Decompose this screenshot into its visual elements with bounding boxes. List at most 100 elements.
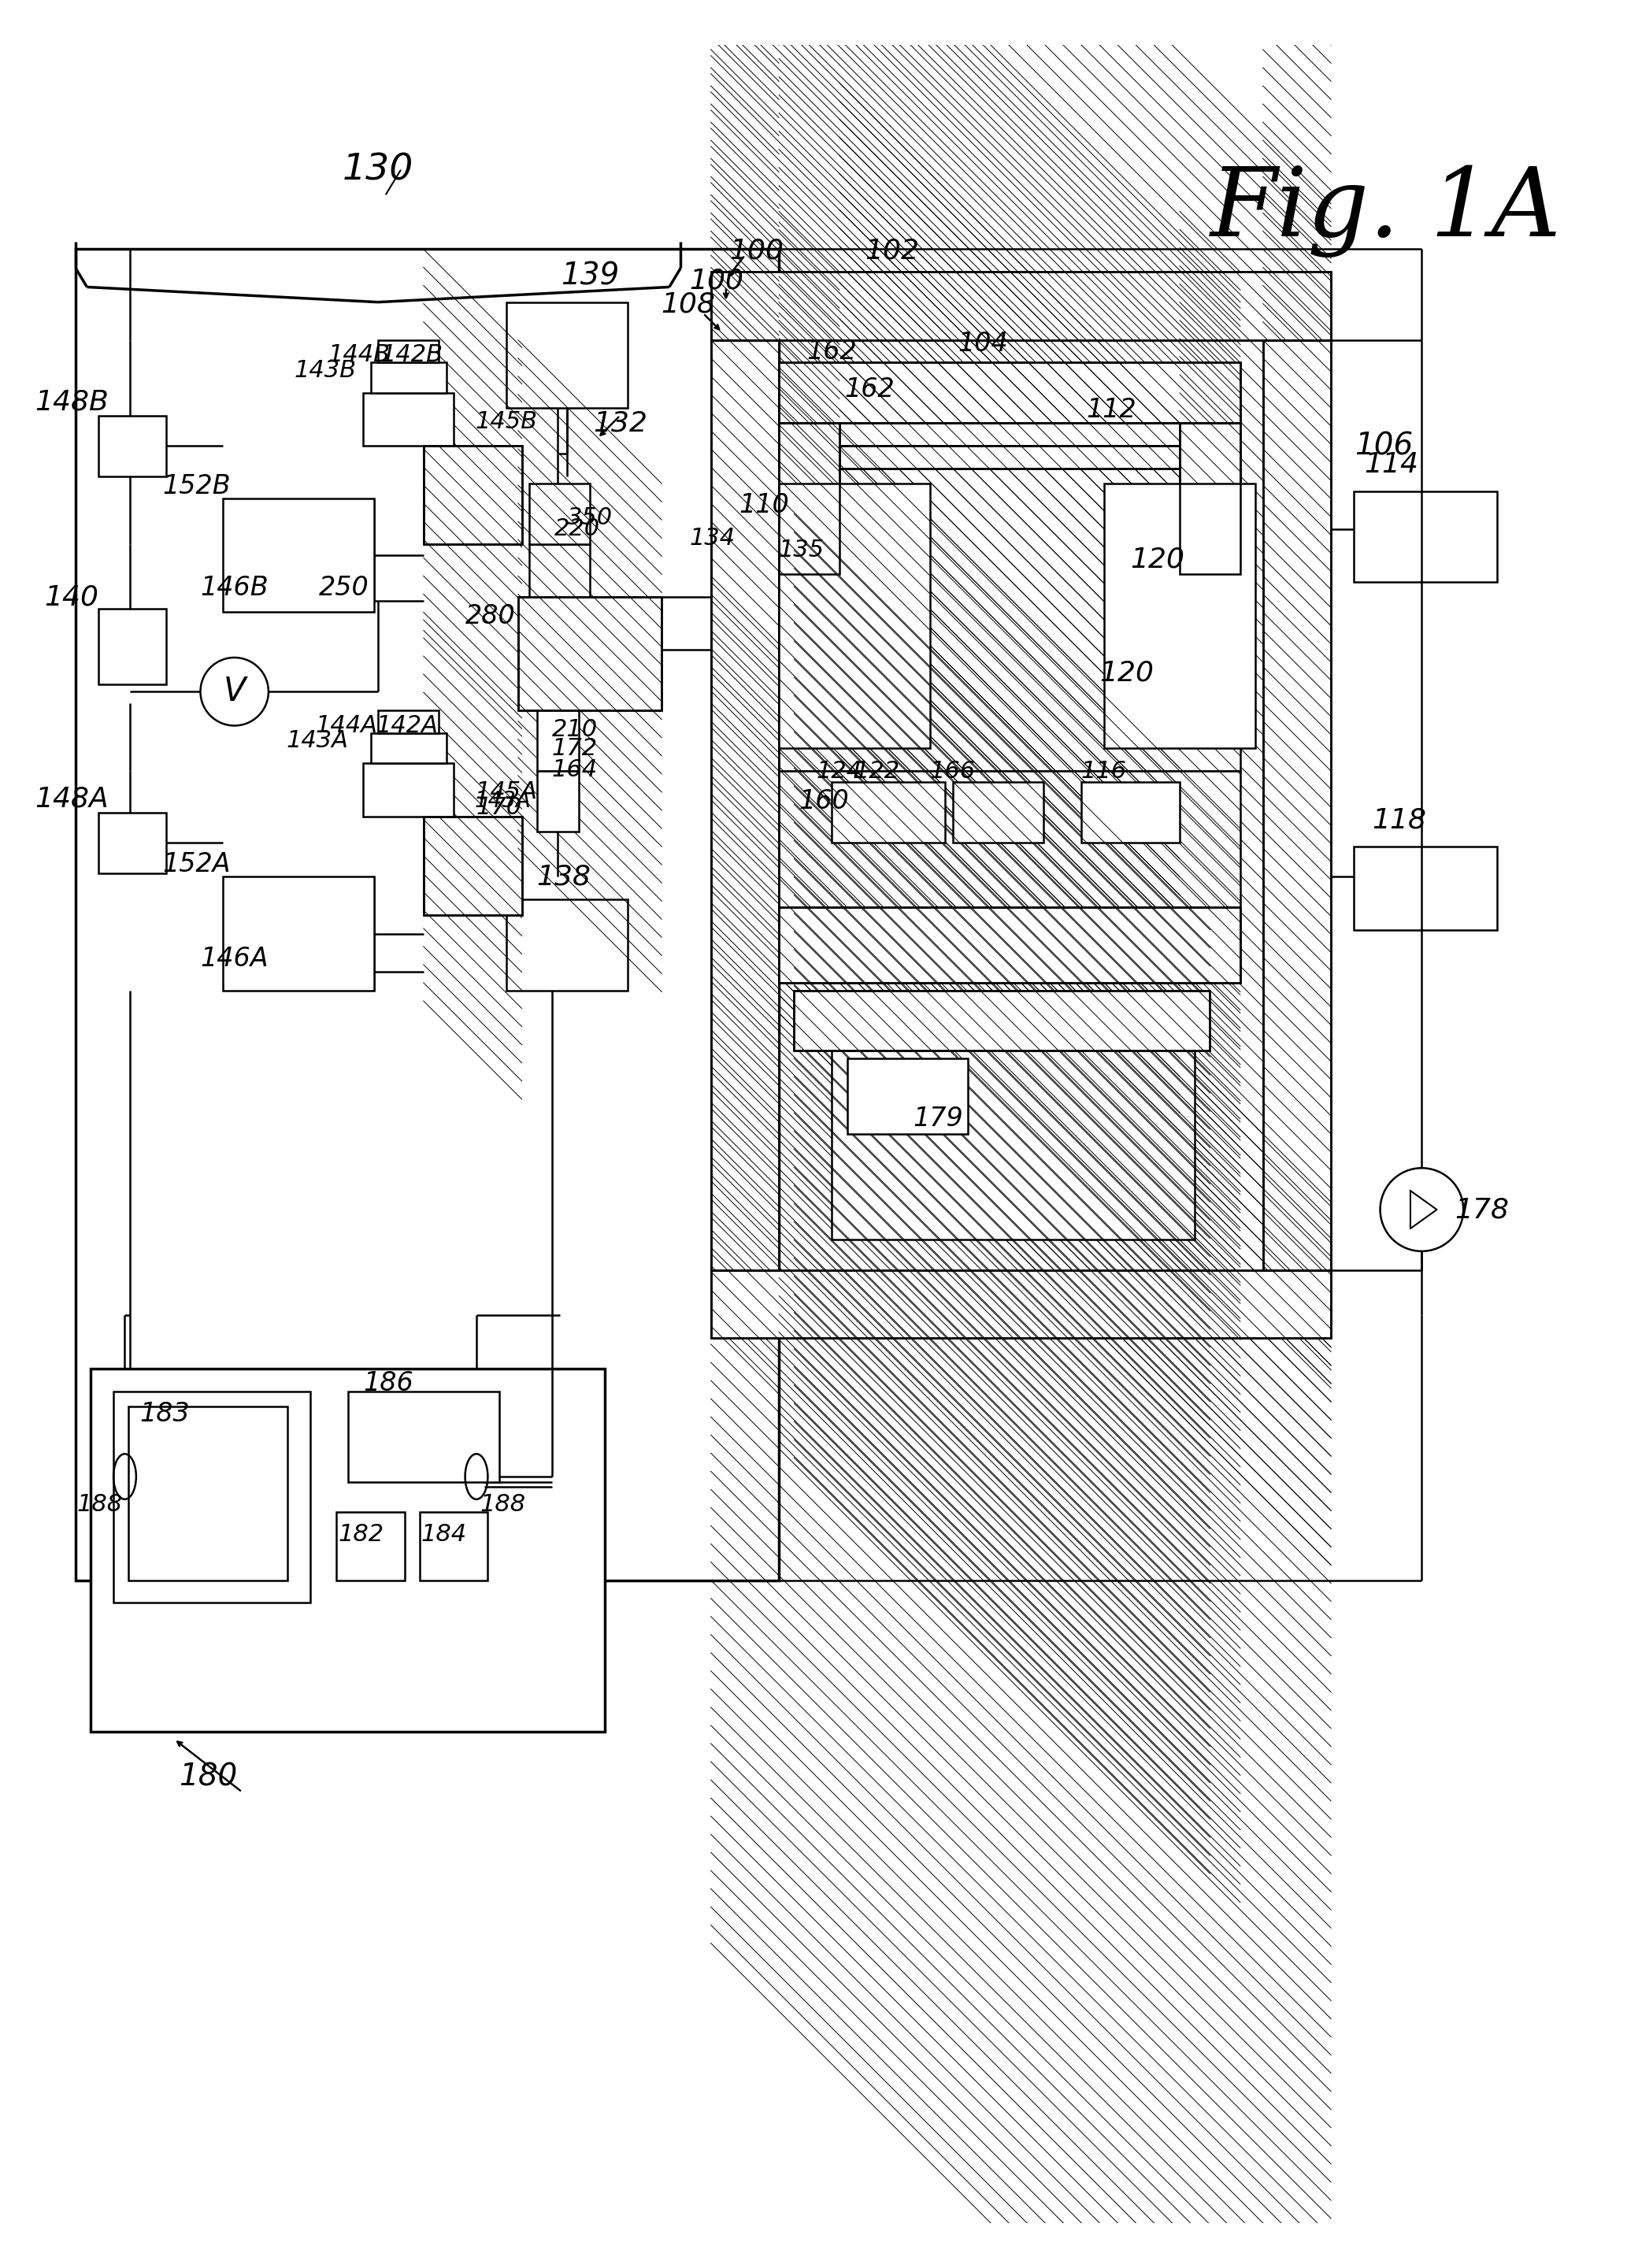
- Text: 100: 100: [729, 238, 784, 263]
- Text: 144A: 144A: [316, 714, 377, 737]
- Bar: [779, 907, 1240, 982]
- Bar: [537, 710, 579, 771]
- Bar: [711, 340, 779, 1270]
- Text: 210: 210: [552, 719, 597, 742]
- Bar: [363, 764, 454, 816]
- Text: 108: 108: [661, 290, 716, 318]
- Text: 183: 183: [140, 1402, 190, 1427]
- Text: 142A: 142A: [376, 714, 438, 737]
- Text: 104: 104: [958, 331, 1009, 356]
- Text: 122: 122: [854, 760, 900, 782]
- Bar: [75, 249, 779, 1581]
- Text: 188: 188: [76, 1492, 122, 1515]
- Text: 182: 182: [338, 1524, 384, 1547]
- Text: 134: 134: [690, 526, 735, 549]
- Bar: [223, 878, 374, 991]
- Text: 164: 164: [552, 758, 597, 780]
- Text: 138: 138: [537, 864, 591, 891]
- Bar: [711, 272, 1331, 340]
- Bar: [506, 900, 628, 991]
- Bar: [840, 424, 1180, 447]
- Bar: [517, 596, 662, 710]
- Text: 102: 102: [866, 238, 919, 263]
- Bar: [371, 363, 446, 392]
- Text: 220: 220: [555, 517, 600, 540]
- Bar: [377, 340, 439, 363]
- Bar: [794, 991, 1210, 1050]
- Bar: [711, 340, 779, 1270]
- Bar: [1354, 846, 1497, 930]
- Bar: [1354, 492, 1497, 583]
- Bar: [114, 1390, 311, 1603]
- Bar: [840, 447, 1180, 469]
- Bar: [779, 907, 1240, 982]
- Bar: [423, 816, 522, 914]
- Text: 280: 280: [465, 603, 516, 628]
- Bar: [848, 1059, 968, 1134]
- Bar: [779, 363, 1240, 424]
- Bar: [794, 991, 1210, 1050]
- Bar: [98, 415, 166, 476]
- Text: 100: 100: [688, 268, 744, 295]
- Bar: [517, 596, 662, 710]
- Text: 142B: 142B: [381, 345, 443, 367]
- Bar: [129, 1406, 288, 1581]
- Text: 172: 172: [552, 737, 597, 760]
- Bar: [423, 447, 522, 544]
- Text: 170: 170: [477, 796, 522, 819]
- Text: 178: 178: [1455, 1195, 1510, 1222]
- Text: 124: 124: [817, 760, 862, 782]
- Text: 140: 140: [44, 583, 99, 610]
- Bar: [537, 771, 579, 832]
- Text: 118: 118: [1372, 807, 1427, 835]
- Bar: [779, 363, 1240, 424]
- Text: 143A: 143A: [286, 730, 348, 753]
- Text: 120: 120: [1129, 547, 1184, 572]
- Bar: [423, 816, 522, 914]
- Bar: [98, 608, 166, 685]
- Text: 114: 114: [1365, 451, 1419, 479]
- Text: 162: 162: [844, 376, 895, 401]
- Bar: [420, 1513, 488, 1581]
- Bar: [91, 1368, 605, 1730]
- Text: 166: 166: [931, 760, 976, 782]
- Bar: [779, 771, 1240, 907]
- Text: 120: 120: [1100, 660, 1154, 687]
- Text: 350: 350: [566, 506, 613, 528]
- Circle shape: [1380, 1168, 1463, 1252]
- Bar: [529, 483, 591, 544]
- Bar: [1180, 424, 1240, 574]
- Bar: [840, 447, 1180, 469]
- Bar: [711, 272, 1331, 340]
- Bar: [831, 1050, 1194, 1241]
- Text: 130: 130: [343, 152, 413, 188]
- Bar: [506, 302, 628, 408]
- Text: 146B: 146B: [200, 576, 268, 601]
- Bar: [1105, 483, 1256, 748]
- Bar: [779, 424, 840, 574]
- Text: 143B: 143B: [294, 358, 356, 381]
- Text: 106: 106: [1355, 431, 1414, 460]
- Text: 184: 184: [421, 1524, 467, 1547]
- Bar: [779, 483, 931, 748]
- Text: 146A: 146A: [200, 946, 268, 971]
- Bar: [1180, 424, 1240, 574]
- Text: 110: 110: [739, 492, 789, 517]
- Bar: [529, 544, 591, 606]
- Bar: [223, 499, 374, 612]
- Text: 116: 116: [1082, 760, 1128, 782]
- Text: 139: 139: [561, 261, 620, 290]
- Bar: [1263, 340, 1331, 1270]
- Text: 112: 112: [1087, 397, 1137, 424]
- Text: 152B: 152B: [163, 474, 231, 499]
- Bar: [711, 1270, 1331, 1338]
- Text: 132: 132: [592, 411, 648, 435]
- Bar: [337, 1513, 405, 1581]
- Circle shape: [200, 658, 268, 726]
- Bar: [779, 424, 840, 574]
- Text: 135: 135: [779, 540, 825, 562]
- Text: 180: 180: [179, 1762, 238, 1792]
- Text: 145B: 145B: [475, 411, 539, 433]
- Bar: [1263, 340, 1331, 1270]
- Bar: [831, 782, 945, 844]
